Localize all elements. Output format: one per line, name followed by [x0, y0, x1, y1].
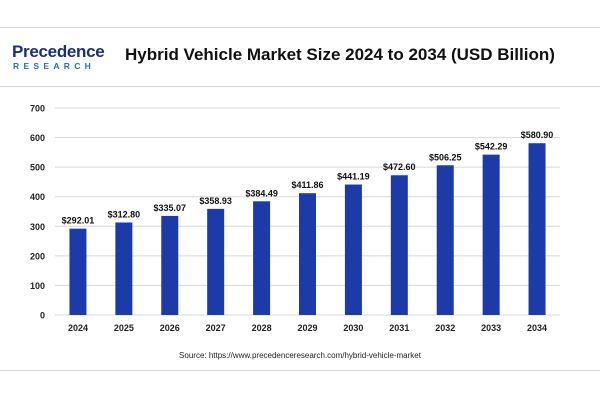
y-tick-label: 700: [30, 104, 45, 114]
logo-wordmark: Precedence: [12, 42, 105, 61]
x-tick-label: 2027: [206, 323, 226, 333]
y-tick-label: 200: [30, 251, 45, 261]
bar-2027: [207, 208, 225, 315]
source-note: Source: https://www.precedenceresearch.c…: [179, 351, 421, 360]
data-label: $384.49: [245, 188, 278, 198]
chart-header: Precedence RESEARCH Hybrid Vehicle Marke…: [0, 28, 600, 87]
x-tick-label: 2032: [435, 323, 455, 333]
chart-card: Precedence RESEARCH Hybrid Vehicle Marke…: [0, 27, 600, 371]
brand-logo: Precedence RESEARCH: [12, 42, 112, 74]
y-tick-label: 300: [30, 222, 45, 232]
x-tick-label: 2026: [160, 323, 180, 333]
bar-2034: [528, 143, 546, 315]
data-label: $358.93: [199, 196, 232, 206]
bar-2026: [161, 215, 179, 315]
bar-chart: 0 100 200 300 400 500 600 700 $292.01 2024 $312.80…: [30, 104, 560, 333]
x-tick-label: 2034: [527, 323, 547, 333]
bar-2031: [390, 175, 408, 315]
x-tick-label: 2029: [297, 323, 317, 333]
bar-2033: [482, 154, 500, 315]
y-tick-label: 0: [40, 311, 45, 321]
x-tick-label: 2033: [481, 323, 501, 333]
bar-2025: [115, 222, 133, 315]
data-label: $411.86: [291, 180, 323, 190]
data-label: $506.25: [429, 152, 462, 162]
data-label: $580.90: [521, 130, 554, 140]
x-tick-label: 2025: [114, 323, 134, 333]
x-tick-label: 2028: [252, 323, 272, 333]
y-tick-label: 100: [30, 281, 45, 291]
data-label: $472.60: [383, 162, 416, 172]
bar-2029: [299, 193, 316, 315]
data-label: $292.01: [62, 216, 95, 226]
y-tick-label: 500: [30, 163, 45, 173]
bar-2032: [436, 165, 454, 315]
x-tick-label: 2024: [68, 323, 88, 333]
x-tick-label: 2031: [389, 323, 409, 333]
x-tick-label: 2030: [343, 323, 363, 333]
data-label: $312.80: [108, 210, 141, 220]
data-label: $542.29: [475, 142, 508, 152]
bar-2028: [253, 201, 271, 315]
bar-2030: [344, 184, 362, 315]
bar-2024: [69, 228, 87, 315]
y-tick-label: 400: [30, 192, 45, 202]
logo-subtitle: RESEARCH: [13, 61, 96, 71]
chart-title: Hybrid Vehicle Market Size 2024 to 2034 …: [125, 45, 555, 64]
y-tick-label: 600: [30, 133, 45, 143]
data-label: $335.07: [153, 203, 186, 213]
data-label: $441.19: [337, 172, 370, 182]
